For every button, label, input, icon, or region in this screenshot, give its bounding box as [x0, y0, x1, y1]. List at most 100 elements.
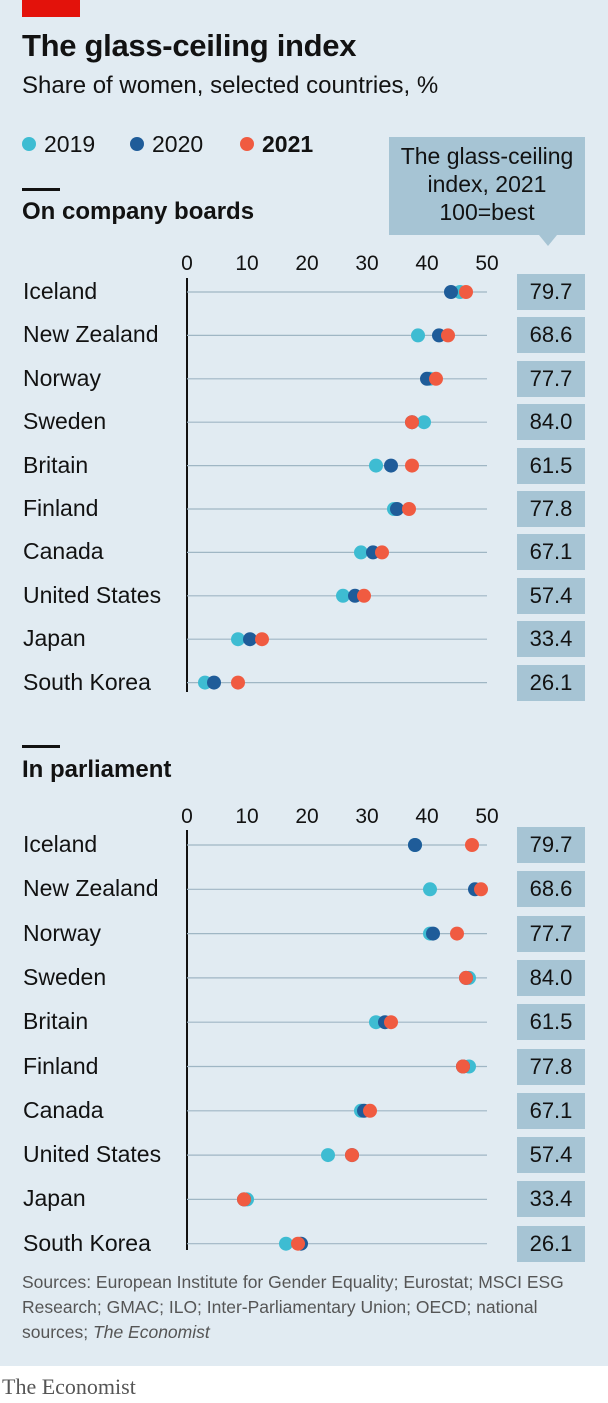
- dot-boards-united-states-2021: [357, 588, 371, 603]
- section-rule-boards: [22, 188, 60, 191]
- country-label-parliament-britain: Britain: [23, 1008, 89, 1035]
- country-label-parliament-new-zealand: New Zealand: [23, 875, 159, 902]
- country-label-boards-finland: Finland: [23, 495, 99, 521]
- dot-plot: [186, 278, 488, 1251]
- index-key-line3: 100=best: [439, 199, 535, 225]
- index-value-parliament-united-states: 57.4: [517, 1137, 585, 1174]
- dot-parliament-sweden-2021: [459, 970, 473, 985]
- tick-label-boards-10: 10: [235, 252, 259, 275]
- dot-parliament-japan-2021: [237, 1192, 251, 1207]
- dot-parliament-united-states-2019: [321, 1148, 335, 1163]
- country-label-parliament-south-korea: South Korea: [23, 1229, 151, 1256]
- dot-parliament-finland-2021: [456, 1059, 470, 1074]
- country-label-boards-new-zealand: New Zealand: [23, 321, 159, 348]
- chart-subtitle: Share of women, selected countries, %: [22, 72, 439, 99]
- legend-dot-2021: [240, 137, 254, 151]
- dot-boards-south-korea-2020: [207, 675, 221, 690]
- index-value-parliament-iceland: 79.7: [517, 827, 585, 863]
- country-label-boards-south-korea: South Korea: [23, 668, 151, 695]
- dot-boards-new-zealand-2021: [441, 328, 455, 343]
- tick-label-parliament-0: 0: [181, 805, 193, 828]
- index-key-line2: index, 2021: [427, 171, 547, 197]
- sources-text: Sources: European Institute for Gender E…: [22, 1272, 564, 1342]
- index-value-parliament-japan: 33.4: [517, 1181, 585, 1218]
- dot-parliament-south-korea-2021: [291, 1236, 305, 1251]
- sources-note: Sources: European Institute for Gender E…: [22, 1270, 592, 1345]
- country-label-boards-japan: Japan: [23, 625, 86, 652]
- dot-parliament-iceland-2021: [465, 838, 479, 852]
- legend-label-2019: 2019: [44, 130, 96, 157]
- legend-label-2021: 2021: [262, 130, 314, 157]
- index-value-parliament-canada: 67.1: [517, 1092, 585, 1129]
- country-label-boards-norway: Norway: [23, 364, 101, 391]
- tick-label-boards-40: 40: [415, 252, 439, 275]
- dot-boards-japan-2020: [243, 632, 257, 647]
- dot-parliament-norway-2021: [450, 926, 464, 941]
- dot-boards-iceland-2021: [459, 285, 473, 299]
- dot-parliament-iceland-2020: [408, 838, 422, 852]
- country-label-parliament-canada: Canada: [23, 1096, 104, 1123]
- dot-boards-britain-2020: [384, 458, 398, 473]
- dot-boards-finland-2021: [402, 502, 416, 516]
- index-value-boards-norway: 77.7: [517, 360, 585, 397]
- index-value-boards-south-korea: 26.1: [517, 664, 585, 701]
- legend-item-2020: 2020: [130, 130, 203, 158]
- country-label-boards-iceland: Iceland: [23, 278, 98, 304]
- index-value-parliament-finland: 77.8: [517, 1048, 585, 1085]
- tick-label-boards-20: 20: [295, 252, 319, 275]
- index-value-boards-finland: 77.8: [517, 491, 585, 527]
- index-value-boards-sweden: 84.0: [517, 404, 585, 441]
- country-label-parliament-iceland: Iceland: [23, 831, 98, 857]
- tick-label-boards-0: 0: [181, 252, 193, 275]
- country-label-boards-canada: Canada: [23, 538, 104, 565]
- dot-parliament-canada-2021: [363, 1103, 377, 1118]
- country-label-parliament-sweden: Sweden: [23, 963, 107, 990]
- section-title-parliament: In parliament: [22, 756, 172, 783]
- brand-red-tag: [22, 0, 80, 17]
- legend-dot-2019: [22, 137, 36, 151]
- dot-parliament-britain-2021: [384, 1015, 398, 1030]
- dot-boards-japan-2019: [231, 632, 245, 647]
- section-title-boards: On company boards: [22, 198, 255, 225]
- dot-boards-britain-2021: [405, 458, 419, 473]
- country-label-boards-britain: Britain: [23, 451, 89, 478]
- index-value-parliament-new-zealand: 68.6: [517, 871, 585, 908]
- dot-boards-new-zealand-2019: [411, 328, 425, 343]
- tick-label-parliament-10: 10: [235, 805, 259, 828]
- dot-parliament-norway-2020: [426, 926, 440, 941]
- tick-label-parliament-40: 40: [415, 805, 439, 828]
- index-value-boards-iceland: 79.7: [517, 274, 585, 310]
- economist-brand: The Economist: [2, 1374, 136, 1399]
- index-value-parliament-south-korea: 26.1: [517, 1225, 585, 1262]
- dot-boards-united-states-2019: [336, 588, 350, 603]
- index-value-boards-canada: 67.1: [517, 534, 585, 571]
- index-value-parliament-norway: 77.7: [517, 915, 585, 952]
- dot-boards-sweden-2021: [405, 415, 419, 430]
- dot-boards-britain-2019: [369, 458, 383, 473]
- dot-boards-finland-2020: [390, 502, 404, 516]
- index-key-box: The glass-ceiling index, 2021 100=best: [389, 137, 585, 246]
- country-label-boards-sweden: Sweden: [23, 408, 107, 435]
- index-value-boards-japan: 33.4: [517, 621, 585, 658]
- tick-label-parliament-30: 30: [355, 805, 379, 828]
- tick-label-boards-50: 50: [475, 252, 499, 275]
- index-value-parliament-britain: 61.5: [517, 1004, 585, 1041]
- tick-label-parliament-50: 50: [475, 805, 499, 828]
- chart-title: The glass-ceiling index: [22, 28, 357, 63]
- tick-label-parliament-20: 20: [295, 805, 319, 828]
- dot-parliament-new-zealand-2021: [474, 882, 488, 897]
- dot-boards-canada-2021: [375, 545, 389, 560]
- legend-dot-2020: [130, 137, 144, 151]
- country-label-boards-united-states: United States: [23, 581, 162, 608]
- legend-label-2020: 2020: [152, 130, 204, 157]
- dot-boards-iceland-2020: [444, 285, 458, 299]
- index-value-parliament-sweden: 84.0: [517, 959, 585, 996]
- index-value-boards-new-zealand: 68.6: [517, 317, 585, 354]
- legend-item-2021: 2021: [240, 130, 313, 158]
- dot-boards-norway-2021: [429, 371, 443, 386]
- dot-boards-south-korea-2021: [231, 675, 245, 690]
- dot-parliament-united-states-2021: [345, 1148, 359, 1163]
- tick-label-boards-30: 30: [355, 252, 379, 275]
- index-value-boards-united-states: 57.4: [517, 577, 585, 614]
- sources-italic: The Economist: [93, 1322, 210, 1342]
